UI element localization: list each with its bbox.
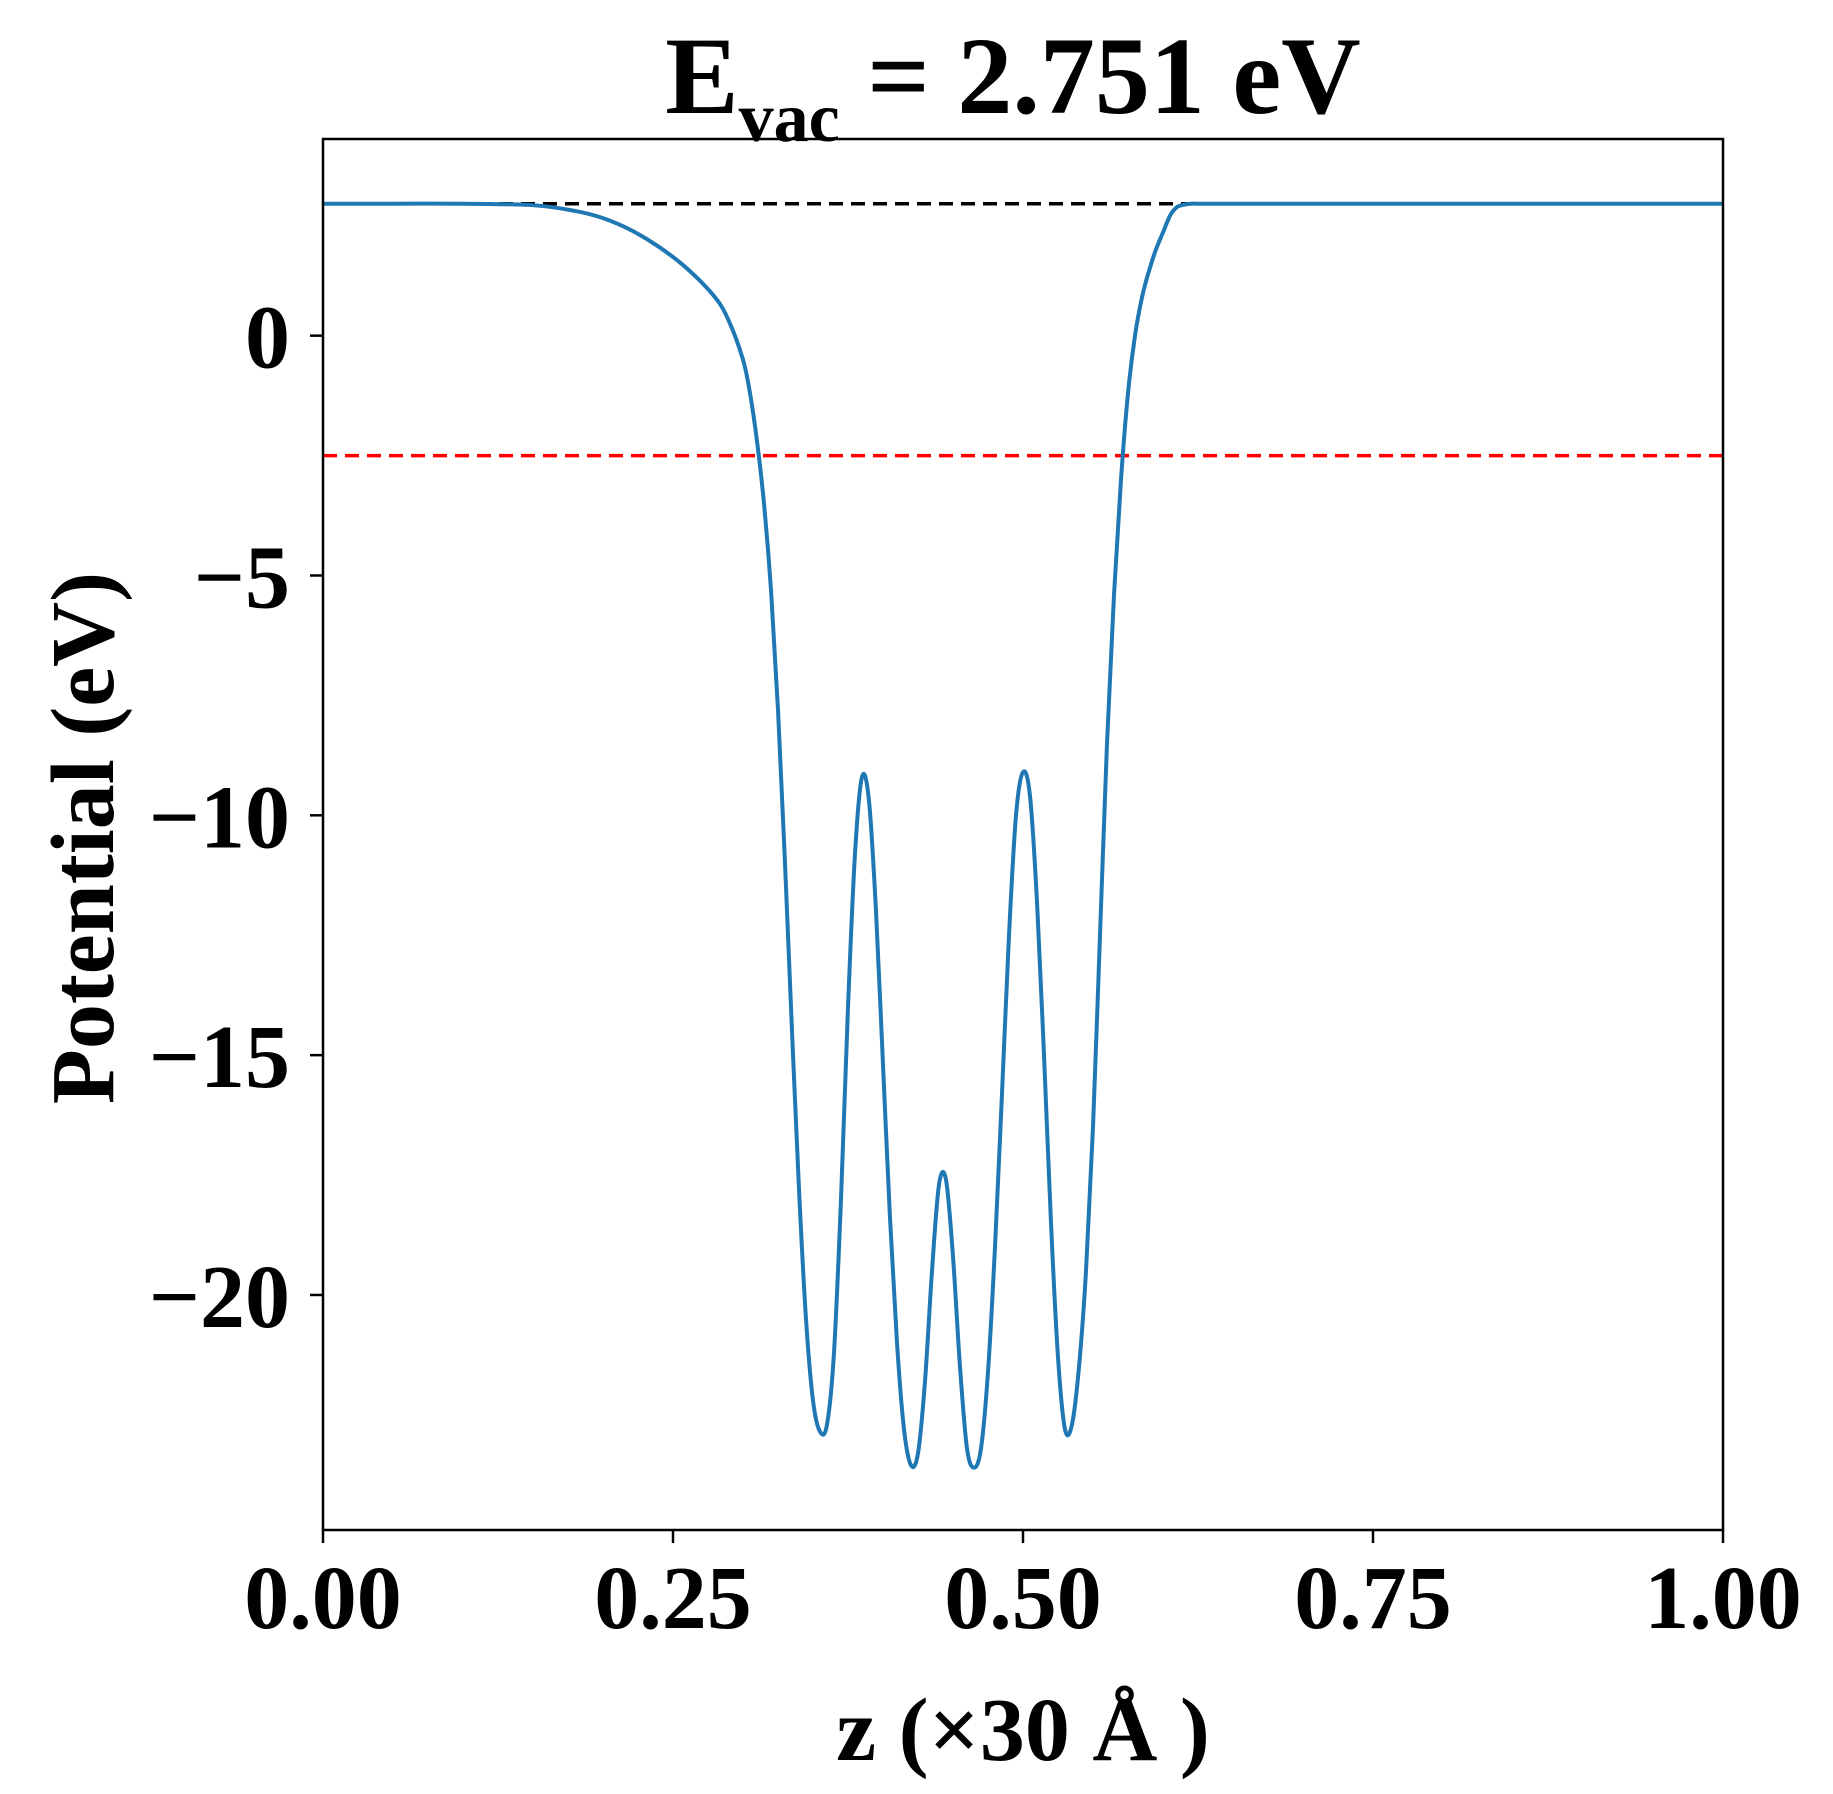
y-tick-label: 0 bbox=[245, 289, 290, 388]
y-tick-label: −10 bbox=[149, 768, 290, 867]
x-tick-label: 1.00 bbox=[1644, 1549, 1802, 1648]
y-axis-ticks: 0 −5 −10 −15 −20 bbox=[149, 289, 323, 1347]
y-tick-label: −15 bbox=[149, 1008, 290, 1107]
title-subscript: vac bbox=[739, 80, 840, 157]
x-axis-ticks: 0.00 0.25 0.50 0.75 1.00 bbox=[244, 1530, 1802, 1648]
title-main: E bbox=[665, 15, 738, 137]
plot-frame bbox=[321, 137, 1725, 1532]
title-rest: = 2.751 eV bbox=[840, 15, 1361, 137]
y-tick-label: −20 bbox=[149, 1248, 290, 1347]
y-axis-label: Potential (eV) bbox=[34, 572, 133, 1104]
x-axis-label: z (×30 Å ) bbox=[836, 1681, 1210, 1780]
potential-curve bbox=[323, 201, 1723, 1470]
x-tick-label: 0.25 bbox=[594, 1549, 752, 1648]
x-tick-label: 0.00 bbox=[244, 1549, 402, 1648]
y-tick-label: −5 bbox=[194, 528, 290, 627]
x-tick-label: 0.50 bbox=[944, 1549, 1102, 1648]
chart-title: Evac = 2.751 eV bbox=[665, 15, 1360, 157]
x-tick-label: 0.75 bbox=[1294, 1549, 1452, 1648]
